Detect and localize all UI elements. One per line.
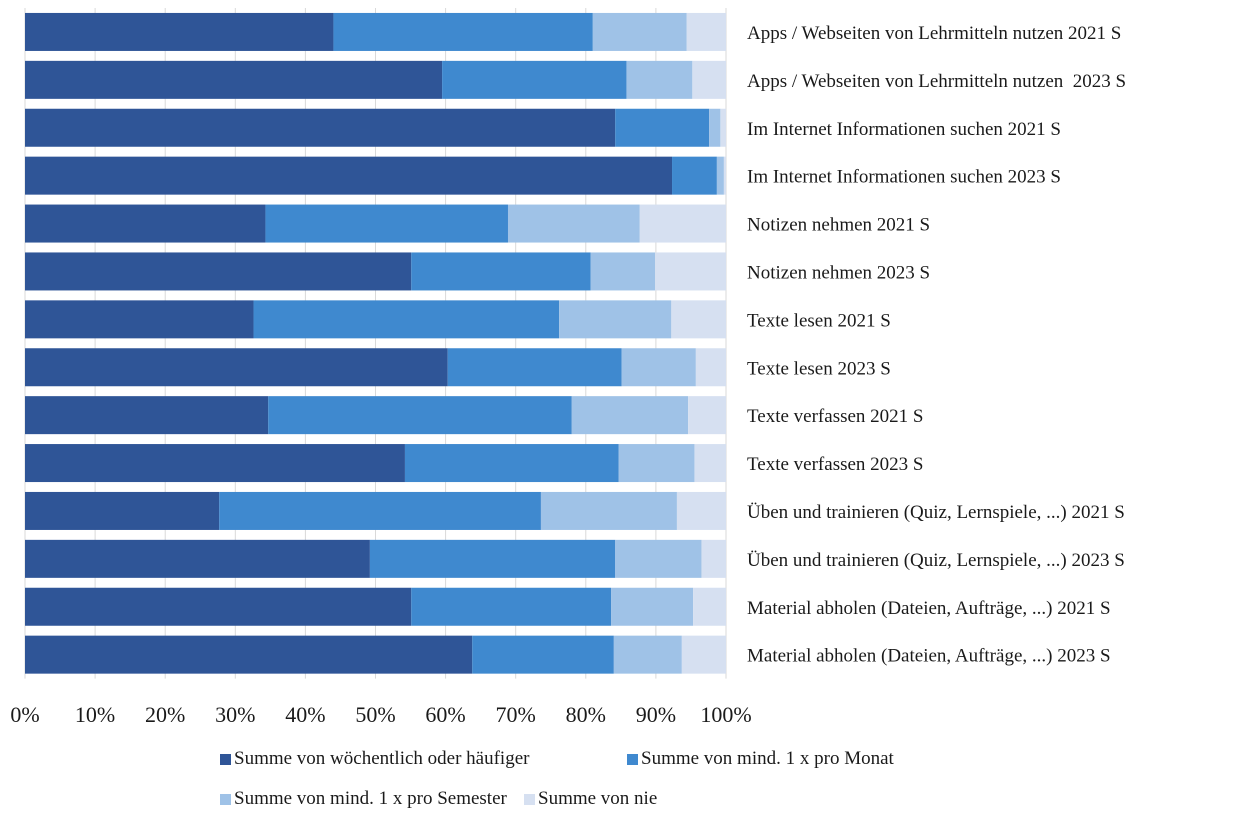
legend-label-weekly: Summe von wöchentlich oder häufiger: [234, 748, 530, 769]
bar-segment-3-row-14: [613, 635, 682, 674]
bar-segment-2-row-13: [411, 587, 612, 626]
bar-segment-2-row-4: [672, 156, 717, 195]
bar-segment-3-row-3: [709, 108, 721, 147]
bar-segment-4-row-6: [655, 252, 726, 291]
bar-segment-2-row-11: [219, 491, 541, 530]
x-tick-label: 80%: [566, 702, 606, 727]
category-label: Material abholen (Dateien, Aufträge, ...…: [747, 598, 1111, 619]
bar-segment-1-row-13: [25, 587, 412, 626]
x-tick-label: 0%: [10, 702, 39, 727]
bar-segment-1-row-8: [25, 348, 448, 387]
x-tick-label: 10%: [75, 702, 115, 727]
category-label: Texte lesen 2021 S: [747, 310, 891, 331]
bar-segment-4-row-3: [720, 108, 726, 147]
legend-swatch-semester: [220, 793, 231, 805]
bar-segment-3-row-7: [559, 300, 672, 339]
legend-item-semester: Summe von mind. 1 x pro Semester: [220, 788, 507, 810]
bar-segment-4-row-7: [671, 300, 726, 339]
bar-segment-1-row-9: [25, 396, 269, 435]
bar-segment-2-row-14: [472, 635, 614, 674]
x-tick-label: 30%: [215, 702, 255, 727]
bar-segment-1-row-7: [25, 300, 254, 339]
bar-segment-3-row-10: [618, 444, 695, 483]
x-axis-ticks: 0% 10% 20% 30% 40% 50% 60% 70% 80% 90% 100%: [10, 702, 751, 727]
bar-segment-4-row-13: [693, 587, 726, 626]
bar-segment-4-row-5: [639, 204, 726, 243]
bar-segment-2-row-8: [447, 348, 622, 387]
bar-segment-4-row-9: [688, 396, 726, 435]
bar-segment-3-row-13: [611, 587, 694, 626]
x-tick-label: 70%: [496, 702, 536, 727]
bar-segment-1-row-6: [25, 252, 412, 291]
category-label: Üben und trainieren (Quiz, Lernspiele, .…: [747, 502, 1125, 523]
bar-segment-4-row-12: [701, 539, 726, 578]
bar-segment-2-row-7: [253, 300, 560, 339]
bar-segment-2-row-10: [404, 444, 619, 483]
bars: [25, 12, 726, 674]
category-label: Apps / Webseiten von Lehrmitteln nutzen …: [747, 23, 1121, 44]
legend-label-monthly: Summe von mind. 1 x pro Monat: [641, 748, 894, 769]
bar-segment-4-row-2: [692, 60, 726, 99]
bar-segment-1-row-11: [25, 491, 220, 530]
legend-label-semester: Summe von mind. 1 x pro Semester: [234, 788, 507, 809]
bar-segment-3-row-11: [540, 491, 677, 530]
x-tick-label: 100%: [700, 702, 751, 727]
legend-label-never: Summe von nie: [538, 788, 658, 809]
bar-segment-4-row-1: [686, 12, 726, 51]
bar-segment-2-row-1: [333, 12, 593, 51]
x-tick-label: 20%: [145, 702, 185, 727]
legend-swatch-monthly: [627, 753, 638, 765]
category-label: Im Internet Informationen suchen 2023 S: [747, 167, 1061, 188]
bar-segment-4-row-8: [695, 348, 726, 387]
bar-segment-2-row-9: [268, 396, 572, 435]
stacked-bar-chart: Apps / Webseiten von Lehrmitteln nutzen …: [10, 8, 1126, 727]
bar-segment-4-row-11: [676, 491, 726, 530]
bar-segment-1-row-2: [25, 60, 443, 99]
bar-segment-3-row-6: [590, 252, 656, 291]
bar-segment-2-row-12: [369, 539, 616, 578]
bar-segment-2-row-2: [442, 60, 627, 99]
bar-segment-3-row-1: [592, 12, 687, 51]
bar-segment-1-row-1: [25, 12, 334, 51]
bar-segment-3-row-8: [621, 348, 696, 387]
legend-item-monthly: Summe von mind. 1 x pro Monat: [627, 748, 894, 770]
bar-segment-1-row-5: [25, 204, 266, 243]
category-label: Material abholen (Dateien, Aufträge, ...…: [747, 646, 1111, 667]
gridlines: [24, 8, 727, 679]
bar-segment-4-row-14: [681, 635, 726, 674]
bar-segment-3-row-4: [716, 156, 724, 195]
bar-segment-3-row-12: [615, 539, 702, 578]
category-label: Apps / Webseiten von Lehrmitteln nutzen …: [747, 71, 1126, 92]
bar-segment-4-row-10: [694, 444, 726, 483]
bar-segment-2-row-5: [265, 204, 508, 243]
x-tick-label: 40%: [285, 702, 325, 727]
category-label: Notizen nehmen 2023 S: [747, 262, 930, 283]
category-label: Notizen nehmen 2021 S: [747, 215, 930, 236]
legend-swatch-weekly: [220, 753, 231, 765]
x-tick-label: 90%: [636, 702, 676, 727]
bar-segment-1-row-12: [25, 539, 370, 578]
category-label: Texte lesen 2023 S: [747, 358, 891, 379]
x-tick-label: 50%: [355, 702, 395, 727]
bar-segment-1-row-10: [25, 444, 405, 483]
category-label: Üben und trainieren (Quiz, Lernspiele, .…: [747, 550, 1125, 571]
bar-segment-3-row-2: [626, 60, 693, 99]
bar-segment-1-row-14: [25, 635, 473, 674]
legend-item-never: Summe von nie: [524, 788, 657, 810]
category-labels: Apps / Webseiten von Lehrmitteln nutzen …: [747, 23, 1126, 667]
bar-segment-1-row-4: [25, 156, 673, 195]
bar-segment-3-row-9: [571, 396, 689, 435]
bar-segment-2-row-3: [615, 108, 710, 147]
x-tick-label: 60%: [425, 702, 465, 727]
legend-swatch-never: [524, 793, 535, 805]
legend-item-weekly: Summe von wöchentlich oder häufiger: [220, 748, 529, 770]
bar-segment-2-row-6: [411, 252, 591, 291]
category-label: Im Internet Informationen suchen 2021 S: [747, 119, 1061, 140]
bar-segment-1-row-3: [25, 108, 616, 147]
category-label: Texte verfassen 2021 S: [747, 406, 923, 427]
bar-segment-4-row-4: [723, 156, 726, 195]
bar-segment-3-row-5: [507, 204, 640, 243]
category-label: Texte verfassen 2023 S: [747, 454, 923, 475]
